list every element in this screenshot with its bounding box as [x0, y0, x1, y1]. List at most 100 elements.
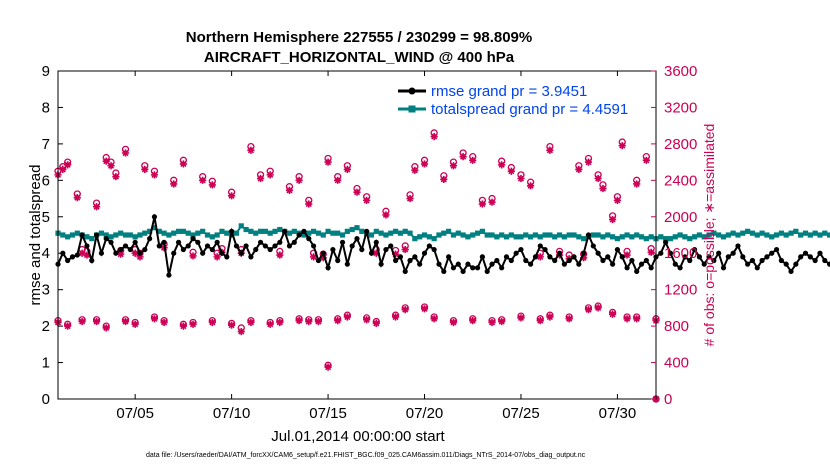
totalspread-point: [455, 230, 461, 236]
obs-assimilated-marker: [179, 322, 187, 330]
obs-assimilated-marker: [449, 318, 458, 327]
totalspread-point: [224, 230, 230, 236]
totalspread-point: [629, 234, 635, 240]
rmse-point: [677, 265, 683, 271]
rmse-point: [706, 254, 712, 260]
rmse-point: [701, 261, 707, 267]
obs-assimilated-marker: [208, 318, 216, 327]
totalspread-point: [711, 230, 717, 236]
rmse-point: [696, 254, 703, 260]
obs-assimilated-marker: [382, 211, 390, 219]
rmse-point: [224, 254, 230, 260]
obs-assimilated-marker: [401, 245, 409, 254]
obs-assimilated-marker: [247, 146, 255, 154]
rmse-point: [571, 254, 577, 260]
totalspread-point: [161, 230, 167, 236]
obs-assimilated-marker: [247, 318, 255, 327]
right-y-tick-label: 0: [664, 391, 672, 408]
obs-assimilated-marker: [256, 174, 265, 183]
totalspread-point: [691, 234, 698, 240]
totalspread-point: [306, 230, 312, 236]
rmse-point: [749, 257, 756, 264]
totalspread-point: [417, 234, 423, 240]
rmse-point: [175, 239, 182, 245]
rmse-point: [600, 257, 606, 264]
rmse-point: [817, 250, 823, 256]
rmse-point: [421, 250, 428, 256]
rmse-point: [132, 239, 138, 245]
obs-assimilated-marker: [401, 306, 409, 314]
obs-assimilated-marker: [527, 182, 535, 190]
totalspread-point: [730, 230, 736, 236]
totalspread-point: [436, 232, 442, 238]
obs-assimilated-marker: [363, 196, 371, 204]
totalspread-point: [137, 232, 143, 238]
totalspread-point: [267, 230, 273, 236]
rmse-point: [286, 243, 293, 249]
totalspread-point: [643, 236, 649, 242]
totalspread-point: [513, 234, 519, 240]
rmse-point: [764, 254, 770, 260]
rmse-point: [142, 246, 148, 253]
totalspread-point: [759, 230, 765, 236]
rmse-point: [648, 265, 654, 271]
rmse-point: [523, 257, 529, 264]
totalspread-point: [788, 230, 794, 236]
totalspread-point: [301, 232, 307, 238]
obs-assimilated-marker: [189, 320, 197, 328]
totalspread-point: [330, 230, 336, 236]
totalspread-point: [402, 228, 408, 234]
obs-assimilated-marker: [78, 249, 86, 257]
totalspread-point: [624, 232, 630, 238]
rmse-point: [74, 252, 80, 258]
rmse-point: [185, 243, 191, 249]
x-tick-label: 07/05: [116, 405, 154, 422]
right-y-tick-label: 1600: [664, 245, 697, 262]
obs-assimilated-marker: [305, 317, 313, 326]
totalspread-point: [446, 228, 452, 234]
rmse-point: [643, 257, 649, 264]
rmse-point: [65, 257, 71, 264]
totalspread-point: [706, 232, 712, 238]
rmse-point: [339, 239, 346, 245]
totalspread-point: [359, 228, 365, 234]
obs-assimilated-marker: [430, 133, 438, 141]
totalspread-point: [638, 234, 645, 240]
rmse-point: [663, 239, 669, 245]
totalspread-point: [745, 228, 751, 234]
left-y-tick-label: 5: [42, 209, 50, 226]
rmse-point: [243, 243, 249, 249]
rmse-point: [122, 243, 129, 249]
rmse-point: [320, 250, 326, 256]
totalspread-point: [773, 232, 780, 238]
obs-assimilated-marker: [618, 142, 626, 150]
right-y-axis-label: # of obs: o=possible; ∗=assimilated: [701, 124, 717, 347]
rmse-point: [359, 246, 365, 253]
obs-assimilated-marker: [213, 253, 221, 261]
rmse-point: [291, 239, 297, 245]
right-y-tick-label: 2800: [664, 136, 697, 153]
left-y-tick-label: 9: [42, 63, 50, 80]
totalspread-point: [262, 228, 268, 234]
rmse-point: [489, 261, 495, 267]
totalspread-point: [108, 234, 114, 240]
totalspread-point: [783, 232, 789, 238]
obs-assimilated-marker: [160, 318, 168, 327]
obs-assimilated-marker: [121, 317, 130, 326]
obs-assimilated-marker: [647, 248, 655, 256]
totalspread-point: [725, 232, 731, 238]
rmse-point: [585, 232, 592, 238]
obs-assimilated-marker: [608, 215, 617, 224]
totalspread-point: [460, 232, 466, 238]
rmse-point: [209, 246, 215, 253]
rmse-point: [465, 261, 471, 267]
totalspread-point: [204, 232, 211, 238]
totalspread-point: [122, 232, 129, 238]
rmse-point: [349, 243, 355, 249]
rmse-point: [745, 261, 751, 267]
totalspread-point: [103, 232, 109, 238]
totalspread-point: [595, 232, 601, 238]
totalspread-point: [764, 232, 770, 238]
totalspread-point: [537, 234, 543, 240]
totalspread-point: [426, 234, 432, 240]
